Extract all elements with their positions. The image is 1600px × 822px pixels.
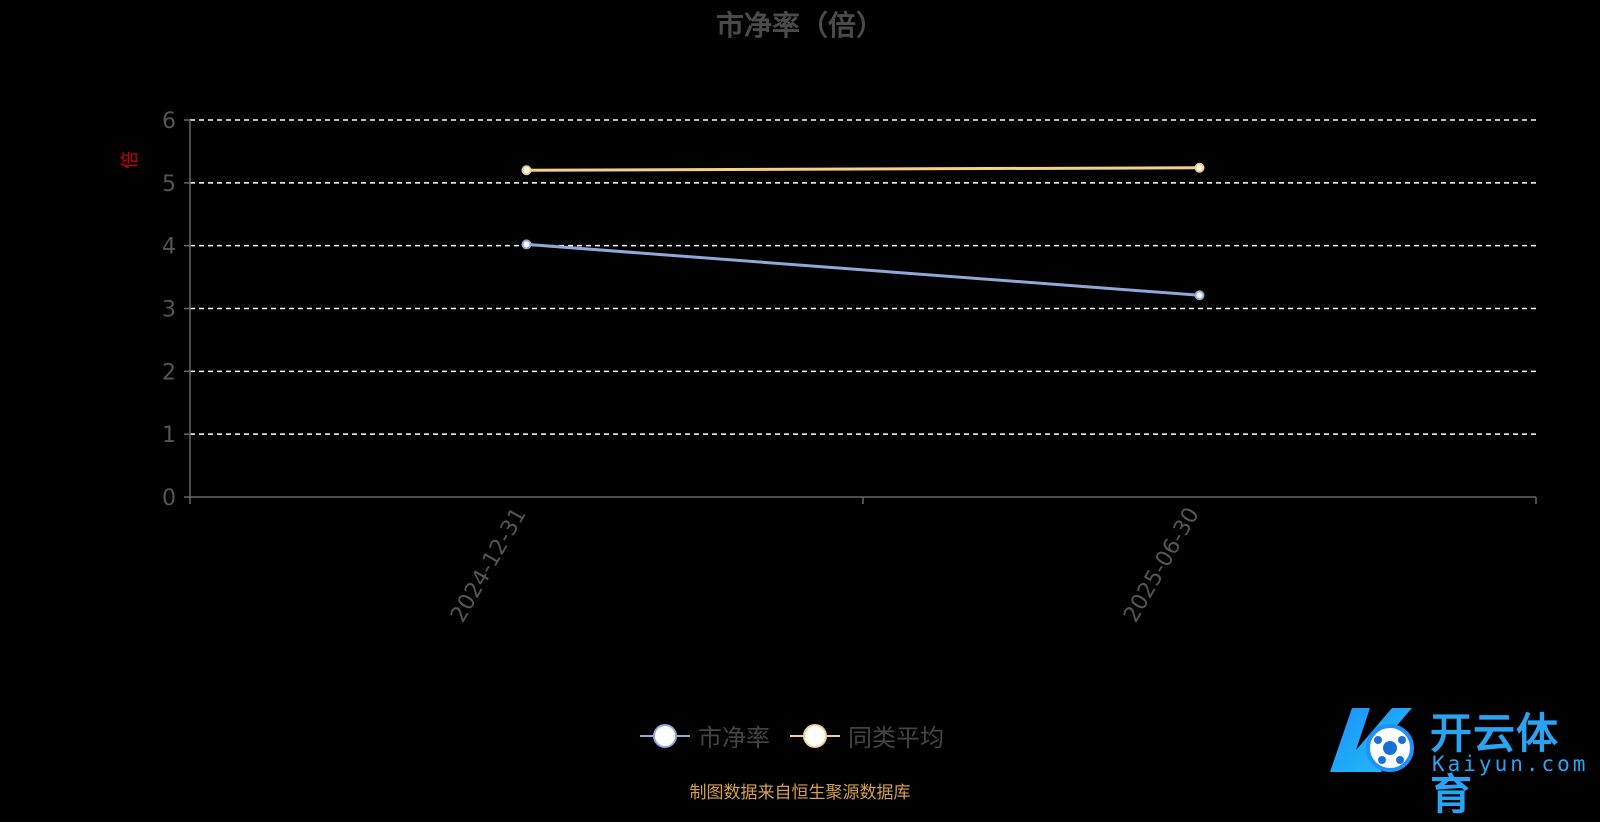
ball-logo-icon	[1330, 708, 1414, 772]
y-tick-label: 3	[162, 298, 176, 323]
y-tick-label: 1	[162, 423, 176, 448]
series-line-2	[526, 166, 1200, 172]
chart-legend: 市净率 同类平均	[640, 718, 944, 753]
series-points	[521, 162, 1205, 301]
legend-label-series-1: 市净率	[698, 724, 770, 752]
data-point-series-1[interactable]	[1194, 290, 1205, 301]
y-tick-label: 4	[162, 235, 176, 260]
series-line-1	[526, 242, 1200, 297]
legend-swatch-series-1	[640, 723, 690, 749]
legend-swatch-series-2	[790, 723, 840, 749]
chart-axes	[184, 119, 1537, 504]
data-source-note: 制图数据来自恒生聚源数据库	[689, 783, 911, 803]
data-point-series-1[interactable]	[521, 239, 532, 250]
legend-item-series-2[interactable]: 同类平均	[790, 718, 944, 753]
y-tick-labels: 0 1 2 3 4 5 6	[162, 109, 176, 511]
chart-title: 市净率（倍）	[715, 9, 884, 42]
legend-item-series-1[interactable]: 市净率	[640, 718, 770, 753]
y-tick-label: 5	[162, 172, 176, 197]
legend-label-series-2: 同类平均	[848, 724, 944, 752]
y-tick-label: 0	[162, 486, 176, 511]
watermark-text-cn: 开云体育	[1430, 709, 1560, 819]
grid-lines	[190, 119, 1536, 435]
data-point-series-2[interactable]	[1194, 162, 1205, 173]
watermark-logo: 开云体育 Kaiyun.com	[1312, 700, 1592, 819]
y-tick-label: 2	[162, 360, 176, 385]
y-tick-label: 6	[162, 109, 176, 134]
series-lines	[526, 166, 1200, 297]
x-tick-label: 2024-12-31	[446, 504, 532, 627]
x-tick-label: 2025-06-30	[1119, 504, 1205, 627]
y-axis-label: 倍	[120, 151, 141, 169]
x-tick-labels: 2024-12-31 2025-06-30	[446, 504, 1205, 627]
data-point-series-2[interactable]	[521, 165, 532, 176]
watermark-text-en: Kaiyun.com	[1432, 752, 1589, 776]
line-chart: 0 1 2 3 4 5 6 2024-12-31 2025-06-30 倍	[120, 109, 1537, 627]
